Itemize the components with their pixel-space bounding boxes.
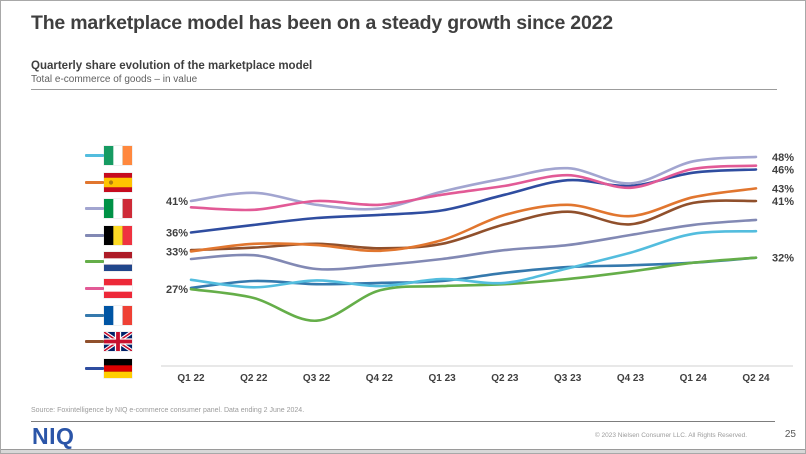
x-tick-label: Q1 24 — [680, 373, 708, 384]
left-value-label: 36% — [166, 228, 188, 240]
series-line-ireland — [189, 229, 758, 289]
right-value-label: 46% — [772, 165, 794, 177]
series-line-austria — [189, 164, 758, 212]
niq-logo: NIQ — [32, 423, 75, 449]
series-color-swatch — [85, 287, 104, 290]
legend-item-netherlands — [85, 252, 132, 272]
flag-united-kingdom-icon — [102, 330, 134, 353]
series-color-swatch — [85, 233, 104, 237]
chart-subtitle: Total e-commerce of goods – in value — [31, 74, 198, 85]
x-tick-label: Q3 23 — [554, 373, 582, 384]
series-color-swatch — [85, 313, 104, 317]
right-value-label: 41% — [772, 196, 794, 208]
source-note: Source: Foxintelligence by NIQ e-commerc… — [31, 407, 305, 414]
flag-belgium-icon — [104, 225, 132, 245]
bottom-edge — [1, 449, 805, 453]
series-line-netherlands — [189, 256, 758, 323]
x-tick-label: Q4 22 — [366, 373, 394, 384]
legend-item-united-kingdom — [85, 330, 134, 353]
series-line-france — [189, 256, 758, 290]
copyright-text: © 2023 Nielsen Consumer LLC. All Rights … — [594, 432, 748, 439]
header-divider — [31, 89, 777, 90]
series-line-germany — [189, 168, 758, 234]
flag-spain-icon — [104, 172, 132, 192]
left-value-label: 41% — [166, 196, 188, 208]
legend-item-italy — [85, 199, 132, 219]
x-tick-label: Q1 23 — [428, 373, 456, 384]
series-color-swatch — [85, 154, 104, 157]
page-number: 25 — [784, 429, 796, 440]
footer-divider — [31, 421, 775, 422]
x-tick-label: Q2 22 — [240, 373, 268, 384]
series-line-belgium — [189, 218, 758, 271]
series-color-swatch — [85, 366, 104, 370]
left-value-label: 33% — [166, 246, 188, 258]
legend-item-germany — [85, 358, 132, 378]
x-tick-label: Q2 24 — [742, 373, 770, 384]
legend-item-france — [85, 305, 132, 325]
right-value-label: 48% — [772, 152, 794, 164]
series-color-swatch — [85, 207, 104, 211]
series-color-swatch — [85, 180, 104, 184]
flag-germany-icon — [104, 358, 132, 378]
series-line-spain — [189, 187, 758, 253]
series-line-united-kingdom — [189, 199, 758, 252]
flag-netherlands-icon — [104, 252, 132, 272]
flag-austria-icon — [104, 279, 132, 298]
legend-item-ireland — [85, 146, 132, 165]
flag-italy-icon — [104, 199, 132, 219]
flag-ireland-icon — [104, 146, 132, 165]
legend-item-belgium — [85, 225, 132, 245]
legend-item-austria — [85, 279, 132, 298]
flag-france-icon — [104, 305, 132, 325]
x-tick-label: Q4 23 — [617, 373, 645, 384]
legend-item-spain — [85, 172, 132, 192]
x-tick-label: Q2 23 — [491, 373, 519, 384]
series-color-swatch — [85, 260, 104, 264]
x-tick-label: Q3 22 — [303, 373, 331, 384]
x-tick-label: Q1 22 — [177, 373, 205, 384]
series-line-italy — [189, 155, 758, 211]
right-value-label: 32% — [772, 253, 794, 265]
page-title: The marketplace model has been on a stea… — [31, 12, 613, 34]
chart-title: Quarterly share evolution of the marketp… — [31, 60, 313, 72]
left-value-label: 27% — [166, 284, 188, 296]
right-value-label: 43% — [772, 183, 794, 195]
series-color-swatch — [85, 340, 104, 344]
